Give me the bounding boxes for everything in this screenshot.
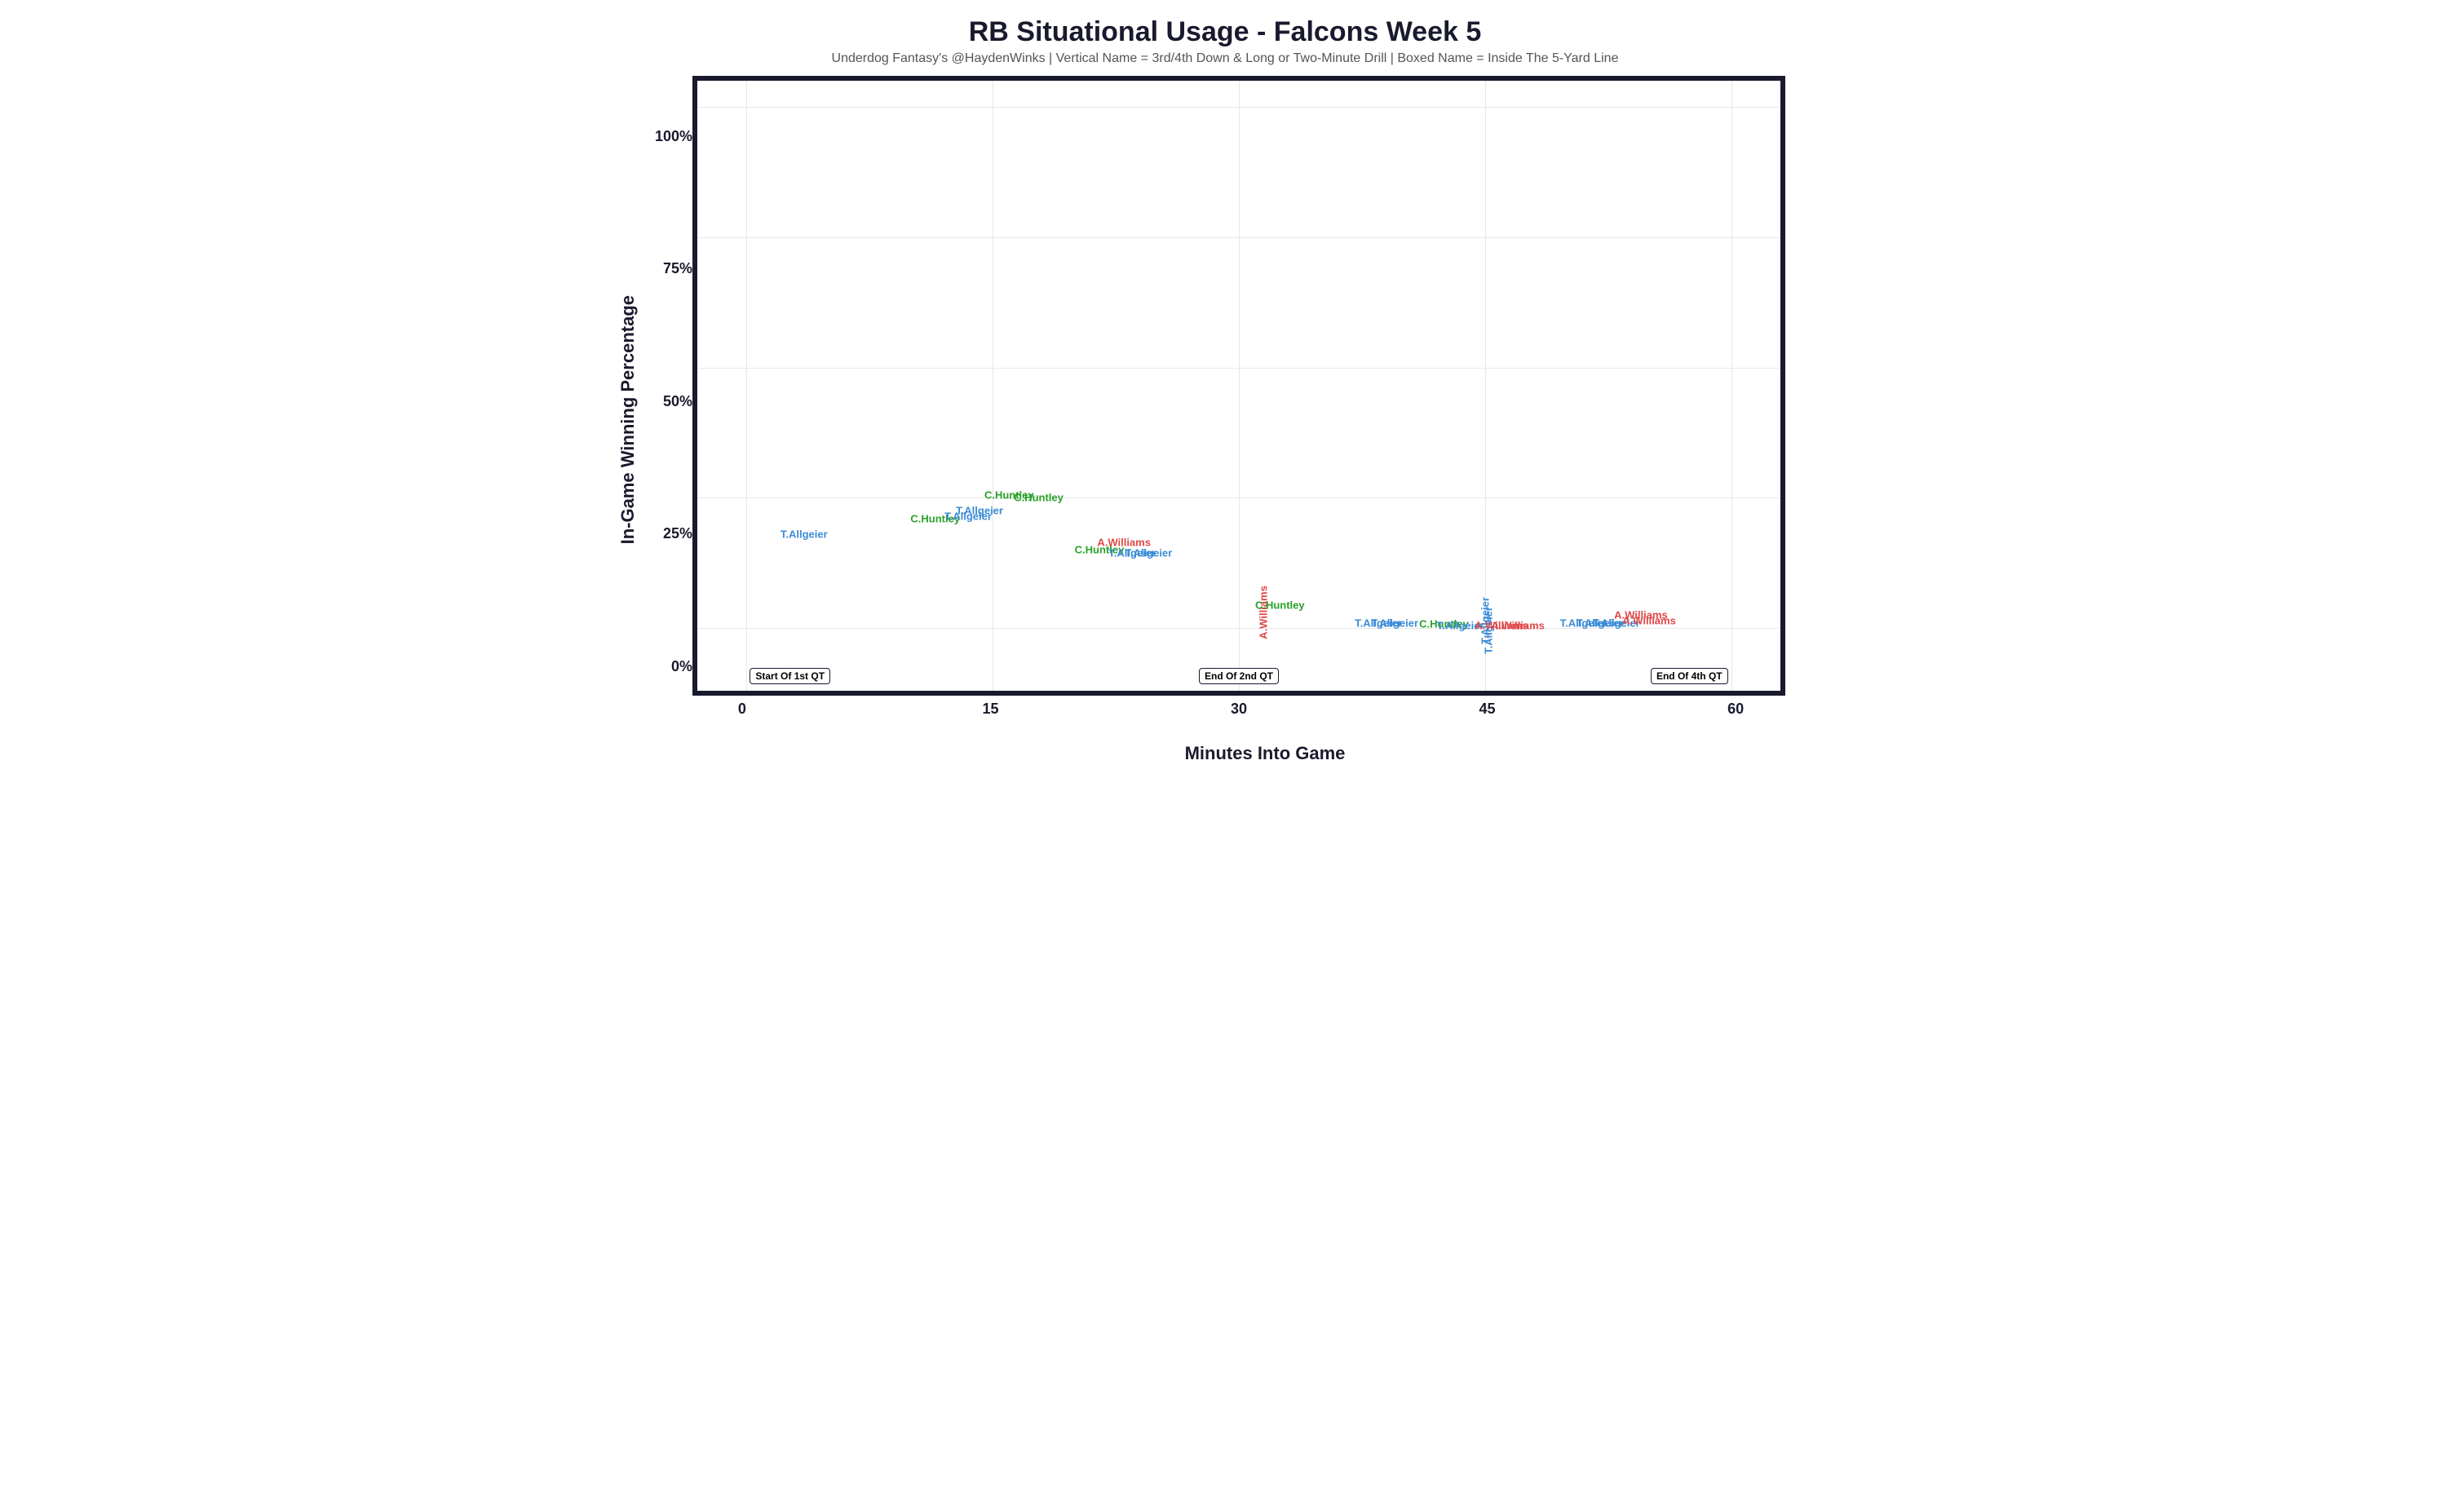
data-point-label: T.Allgeier	[1577, 617, 1624, 629]
x-tick-label: 0	[738, 701, 746, 718]
x-tick-label: 15	[982, 701, 998, 718]
gridline-v	[1731, 81, 1732, 691]
x-tick-label: 30	[1231, 701, 1247, 718]
data-point-label: A.Williams	[1614, 609, 1668, 621]
data-point-label: T.Allgeier	[956, 505, 1003, 517]
data-point-label: A.Williams	[1475, 620, 1528, 632]
data-point-label: A.Williams	[1258, 586, 1270, 639]
data-point-label: C.Huntley	[1255, 599, 1305, 611]
data-point-label: T.Allgeier	[1593, 617, 1640, 629]
chart-subtitle: Underdog Fantasy's @HaydenWinks | Vertic…	[612, 51, 1838, 66]
y-axis-label: In-Game Winning Percentage	[612, 295, 643, 544]
data-point-label: T.Allgeier	[1125, 546, 1172, 559]
plot-outer: In-Game Winning Percentage 0%25%50%75%10…	[612, 76, 1838, 764]
gridline-v	[1485, 81, 1486, 691]
data-point-label: T.Allgeier	[1437, 620, 1484, 632]
data-point-label: T.Allgeier	[1482, 608, 1494, 655]
x-axis-ticks: 0 15 30 45 60	[692, 696, 1785, 718]
chart-container: RB Situational Usage - Falcons Week 5 Un…	[612, 16, 1838, 764]
data-point-label: T.Allgeier	[944, 510, 992, 522]
data-point-label: A.Williams	[1622, 614, 1676, 626]
data-point-label: C.Huntley	[984, 489, 1034, 502]
data-point-label: T.Allgeier	[1355, 617, 1402, 629]
data-point-label: C.Huntley	[1075, 544, 1125, 556]
y-axis-ticks: 0%25%50%75%100%	[643, 110, 692, 730]
x-tick-label: 45	[1479, 701, 1496, 718]
chart-title: RB Situational Usage - Falcons Week 5	[612, 16, 1838, 48]
plot-area: T.AllgeierC.HuntleyT.AllgeierT.AllgeierC…	[692, 76, 1785, 696]
x-axis-label: Minutes Into Game	[692, 743, 1838, 764]
data-point-label: C.Huntley	[910, 513, 960, 525]
data-point-label: A.Williams	[1491, 620, 1545, 632]
quarter-marker: Start Of 1st QT	[750, 668, 830, 684]
data-point-label: T.Allgeier	[1560, 617, 1608, 629]
data-point-label: T.Allgeier	[781, 528, 828, 541]
data-point-label: A.Williams	[1097, 536, 1151, 548]
gridline-v	[746, 81, 747, 691]
quarter-marker: End Of 4th QT	[1651, 668, 1728, 684]
x-tick-label: 60	[1727, 701, 1744, 718]
gridline-v	[1239, 81, 1240, 691]
quarter-marker: End Of 2nd QT	[1199, 668, 1279, 684]
data-point-label: T.Allgeier	[1108, 546, 1156, 559]
data-point-label: T.Allgeier	[1371, 617, 1418, 629]
